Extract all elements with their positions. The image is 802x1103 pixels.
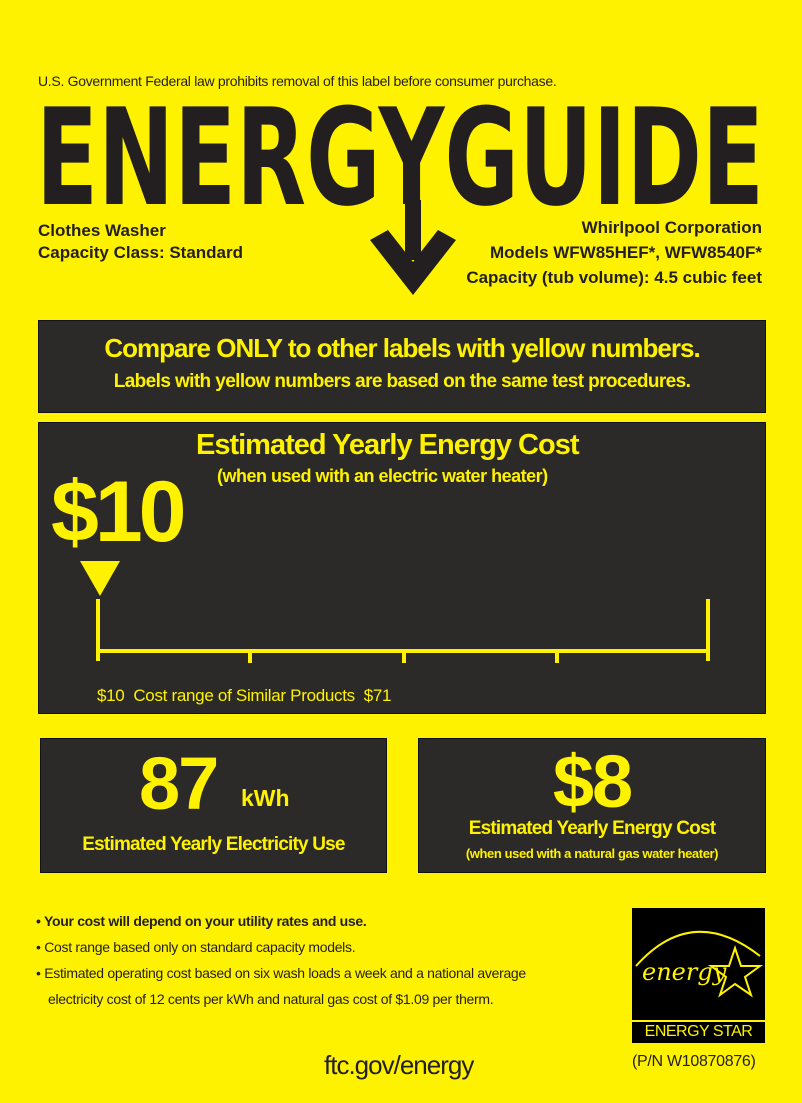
energy-star-icon: energy <box>635 930 764 998</box>
capacity-class: Capacity Class: Standard <box>38 243 244 262</box>
compare-headline: Compare ONLY to other labels with yellow… <box>104 333 700 363</box>
gas-cost-subtitle: (when used with a natural gas water heat… <box>465 846 719 861</box>
note-item: • Cost range based only on standard capa… <box>36 939 356 955</box>
notes: • Your cost will depend on your utility … <box>36 908 526 1012</box>
manufacturer-info: Whirlpool Corporation Models WFW85HEF*, … <box>466 215 762 290</box>
electric-cost-panel: Estimated Yearly Energy Cost (when used … <box>38 422 766 714</box>
ftc-url[interactable]: ftc.gov/energy <box>324 1050 474 1080</box>
product-type: Clothes Washer <box>38 221 166 240</box>
arrow-down-icon <box>370 200 456 295</box>
product-info: Clothes Washer Capacity Class: Standard <box>38 220 243 264</box>
energyguide-title-text: ENERGYGUIDE <box>36 100 764 210</box>
part-number: (P/N W10870876) <box>632 1053 756 1070</box>
svg-text:energy: energy <box>642 958 727 986</box>
energy-star-label: ENERGY STAR <box>632 1020 765 1042</box>
energyguide-title: ENERGYGUIDE <box>36 100 764 210</box>
note-item: • Estimated operating cost based on six … <box>36 965 526 981</box>
note-item: • Your cost will depend on your utility … <box>36 913 367 929</box>
compare-panel: Compare ONLY to other labels with yellow… <box>38 320 766 413</box>
models: Models WFW85HEF*, WFW8540F* <box>489 243 762 262</box>
compare-subline: Labels with yellow numbers are based on … <box>113 371 691 392</box>
legal-notice: U.S. Government Federal law prohibits re… <box>38 73 557 89</box>
cost-marker-icon <box>80 561 120 596</box>
range-text: Cost range of Similar Products <box>133 686 355 705</box>
kwh-value: 87 <box>139 742 219 825</box>
cost-title: Estimated Yearly Energy Cost <box>196 429 579 461</box>
cost-range-scale <box>80 561 710 663</box>
cost-value: $10 <box>51 464 186 560</box>
cost-range-label: $10 Cost range of Similar Products $71 <box>97 686 392 706</box>
capacity: Capacity (tub volume): 4.5 cubic feet <box>466 268 762 287</box>
note-item: electricity cost of 12 cents per kWh and… <box>48 991 494 1007</box>
cost-subtitle: (when used with an electric water heater… <box>217 466 548 486</box>
range-high: $71 <box>363 686 392 705</box>
electricity-use-panel: 87 kWh Estimated Yearly Electricity Use <box>40 738 387 873</box>
energy-star-logo: energy ENERGY STAR <box>632 908 765 1043</box>
range-low: $10 <box>97 686 125 705</box>
manufacturer: Whirlpool Corporation <box>581 218 762 237</box>
gas-cost-panel: $8 Estimated Yearly Energy Cost (when us… <box>418 738 766 873</box>
kwh-unit: kWh <box>241 785 290 811</box>
kwh-label: Estimated Yearly Electricity Use <box>82 834 345 855</box>
gas-cost-value: $8 <box>552 740 633 823</box>
gas-cost-label: Estimated Yearly Energy Cost <box>468 818 716 839</box>
